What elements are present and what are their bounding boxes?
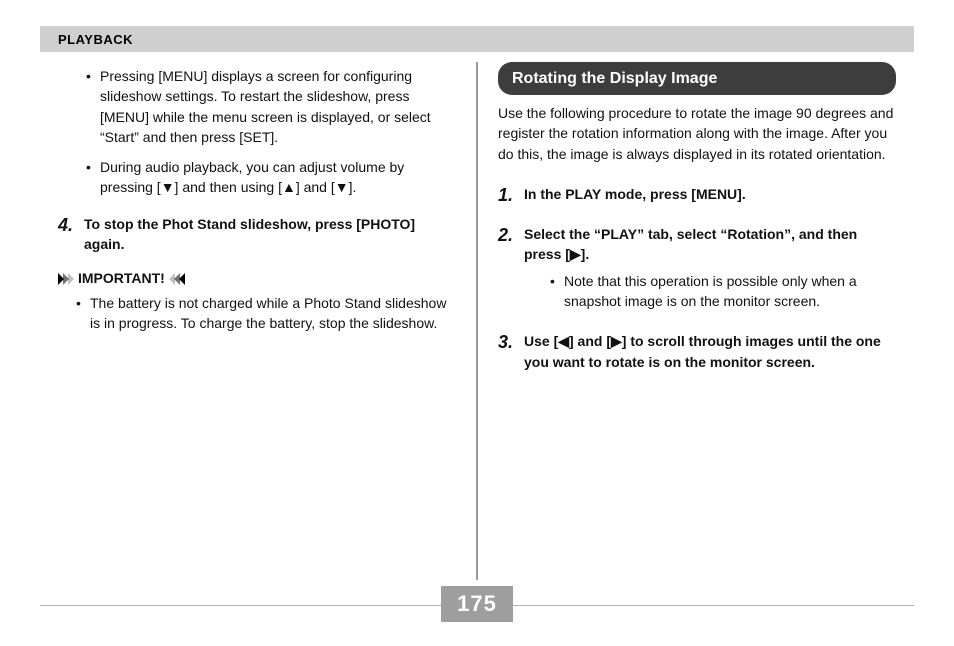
section-title-pill: Rotating the Display Image [498, 62, 896, 95]
left-bullet-list: • Pressing [MENU] displays a screen for … [86, 66, 456, 198]
bullet-dot-icon: • [550, 271, 564, 312]
manual-page: PLAYBACK • Pressing [MENU] displays a sc… [0, 0, 954, 646]
important-right-icon [169, 273, 185, 285]
step-number: 1. [498, 182, 524, 208]
column-divider [476, 62, 478, 580]
bullet-dot-icon: • [86, 157, 100, 198]
footer-rule [40, 605, 914, 606]
step-text-main: Select the “PLAY” tab, select “Rotation”… [524, 226, 857, 262]
bullet-text: During audio playback, you can adjust vo… [100, 157, 456, 198]
step-sub-bullet: • Note that this operation is possible o… [550, 271, 896, 312]
step-1: 1. In the PLAY mode, press [MENU]. [498, 182, 896, 208]
section-intro: Use the following procedure to rotate th… [498, 103, 896, 164]
step-text: To stop the Phot Stand slideshow, press … [84, 212, 456, 255]
important-label: IMPORTANT! [78, 268, 165, 288]
page-number-badge: 175 [441, 586, 513, 622]
bullet-dot-icon: • [76, 293, 90, 334]
important-heading: IMPORTANT! [58, 268, 456, 288]
step-number: 3. [498, 329, 524, 372]
step-number: 4. [58, 212, 84, 255]
list-item: • The battery is not charged while a Pho… [76, 293, 456, 334]
step-text: Use [◀] and [▶] to scroll through images… [524, 329, 896, 372]
page-number: 175 [457, 591, 497, 617]
bullet-text: Note that this operation is possible onl… [564, 271, 896, 312]
right-column: Rotating the Display Image Use the follo… [480, 62, 914, 580]
list-item: • Pressing [MENU] displays a screen for … [86, 66, 456, 147]
step-3: 3. Use [◀] and [▶] to scroll through ima… [498, 329, 896, 372]
page-footer: 175 [40, 586, 914, 624]
step-number: 2. [498, 222, 524, 315]
important-bullet-list: • The battery is not charged while a Pho… [76, 293, 456, 334]
step-2: 2. Select the “PLAY” tab, select “Rotati… [498, 222, 896, 315]
list-item: • During audio playback, you can adjust … [86, 157, 456, 198]
left-column: • Pressing [MENU] displays a screen for … [40, 62, 474, 580]
section-header-title: PLAYBACK [58, 32, 133, 47]
important-left-icon [58, 273, 74, 285]
step-text: Select the “PLAY” tab, select “Rotation”… [524, 222, 896, 315]
bullet-text: Pressing [MENU] displays a screen for co… [100, 66, 456, 147]
section-title-text: Rotating the Display Image [512, 70, 717, 87]
two-column-layout: • Pressing [MENU] displays a screen for … [40, 62, 914, 580]
bullet-dot-icon: • [86, 66, 100, 147]
step-text: In the PLAY mode, press [MENU]. [524, 182, 896, 208]
section-header-bar: PLAYBACK [40, 26, 914, 52]
step-4: 4. To stop the Phot Stand slideshow, pre… [58, 212, 456, 255]
bullet-text: The battery is not charged while a Photo… [90, 293, 456, 334]
